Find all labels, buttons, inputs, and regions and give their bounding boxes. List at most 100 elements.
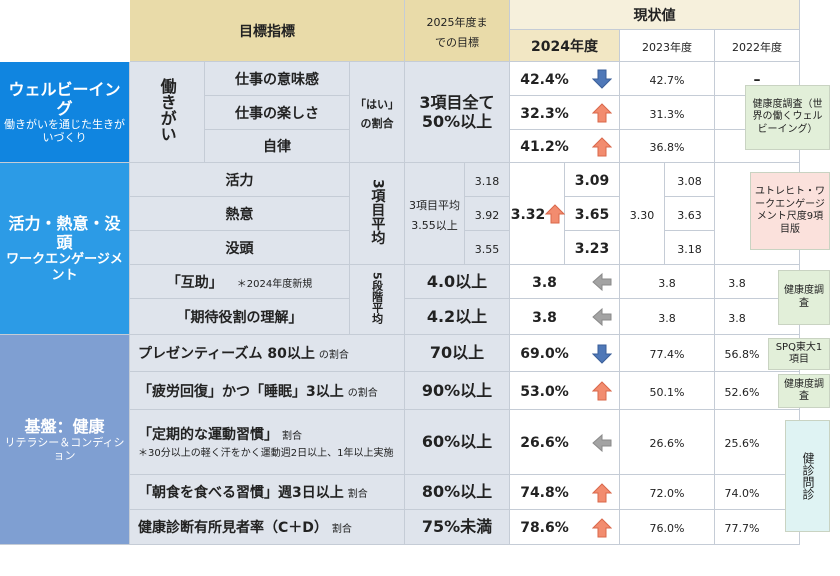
cell-content: 80%以上 <box>405 482 509 501</box>
text: ＊2024年度新規 <box>236 278 313 290</box>
text: 割合 <box>331 524 352 536</box>
item-target: 3.92 <box>465 197 510 231</box>
value-2024: 3.23 <box>565 231 620 265</box>
cell-content: プレゼンティーズム 80以上 の割合 <box>138 343 404 363</box>
text: 3項目全て50%以上 <box>419 92 495 131</box>
cell-content: 32.3% <box>510 103 579 123</box>
header-cell: 目標指標 <box>130 0 405 62</box>
cell-content: 「期待役割の理解」 <box>130 307 349 327</box>
value-2023: 42.7% <box>620 62 715 96</box>
cell-content: 活力・熱意・没頭 ワークエンゲージメント <box>4 214 125 284</box>
row-label: 活力 <box>130 163 350 197</box>
cell-content: 5段階平均 <box>350 272 404 328</box>
text: 25.6% <box>724 437 760 451</box>
cell-content: 77.7% <box>715 517 769 536</box>
trend-arrow <box>592 136 612 156</box>
year-header: 2023年度 <box>620 30 715 62</box>
cell-content: 4.0以上 <box>405 272 509 291</box>
value-2024: 3.65 <box>565 197 620 231</box>
text: 3.8 <box>658 311 676 325</box>
text: 90%以上 <box>421 380 493 400</box>
text: 3項目平均 <box>369 178 386 245</box>
cell-content: 26.6% <box>620 432 714 451</box>
header-cell: 現状値 <box>510 0 800 30</box>
text: 2022年度 <box>732 40 782 54</box>
text: 3.32 <box>510 206 546 223</box>
text: 3.65 <box>574 206 610 223</box>
text: 53.0% <box>520 383 569 400</box>
cell-content: 69.0% <box>510 343 579 363</box>
text: – <box>753 71 761 88</box>
measure: 「はい」の割合 <box>350 62 405 163</box>
cell-content: 3.18 <box>465 170 509 189</box>
cell-content: 90%以上 <box>405 381 509 400</box>
cell-content: 50.1% <box>620 381 714 400</box>
note-box: 健診問診 <box>785 420 830 532</box>
cell-content: 「互助」 ＊2024年度新規 <box>130 272 349 292</box>
text: 3.92 <box>474 208 500 222</box>
target: 4.2以上 <box>405 299 510 335</box>
text: 42.7% <box>649 73 685 87</box>
text: 3.23 <box>574 240 610 257</box>
cell-content: 56.8% <box>715 343 769 362</box>
row-label: 「互助」 ＊2024年度新規 <box>130 265 350 299</box>
cell-content: 72.0% <box>620 482 714 501</box>
text: 3.8 <box>532 309 557 326</box>
target: 3項目全て50%以上 <box>405 62 510 163</box>
cell-content: 熱意 <box>130 204 349 224</box>
text: 没頭 <box>225 240 254 257</box>
trend-arrow <box>592 482 612 502</box>
value-2024: 53.0% <box>510 372 620 410</box>
text: 41.2% <box>520 139 569 156</box>
text: 3.08 <box>677 174 702 188</box>
text: 3.55 <box>474 242 500 256</box>
cell-content: 3.8 <box>620 272 714 291</box>
text: 56.8% <box>724 348 760 362</box>
row-label: 熱意 <box>130 197 350 231</box>
text: 2023年度 <box>642 40 692 54</box>
note-box: ユトレヒト・ワークエンゲージメント尺度9項目版 <box>750 172 830 250</box>
cell-content: 3.55 <box>465 238 509 257</box>
text: 60%以上 <box>421 432 493 452</box>
text: 3.30 <box>629 208 655 222</box>
text: ワークエンゲージメント <box>6 252 123 283</box>
cell-content: 42.4% <box>510 69 579 89</box>
trend-arrow <box>592 433 612 452</box>
header-cell: 2025年度までの目標 <box>405 0 510 62</box>
text: 77.7% <box>724 522 760 536</box>
section-title: ウェルビーイング 働きがいを通じた生きがいづくり <box>0 62 130 163</box>
item-target: 3.18 <box>465 163 510 197</box>
text: リテラシー＆コンディション <box>4 435 125 463</box>
cell-content: 3.32 <box>510 204 546 224</box>
cell-content: 52.6% <box>715 381 769 400</box>
text: 36.8% <box>649 141 685 155</box>
cell-content: 25.6% <box>715 432 769 451</box>
trend-arrow <box>592 344 612 364</box>
cell-content: 78.6% <box>510 517 579 537</box>
text: 76.0% <box>649 522 685 536</box>
note-box: 健康度調査 <box>778 374 830 408</box>
text: 31.3% <box>649 107 685 121</box>
cell-content: 26.6% <box>510 432 579 452</box>
text: 42.4% <box>520 71 569 88</box>
cell-content: 3項目平均3.55以上 <box>409 194 460 232</box>
text: 78.6% <box>520 520 569 537</box>
cell-content: 3.23 <box>565 238 619 258</box>
text: 基盤：健康 <box>24 416 105 436</box>
trend-arrow <box>592 517 612 537</box>
row-label: 健康診断有所見者率（C＋D） 割合 <box>130 510 405 545</box>
cell-content: 53.0% <box>510 381 579 401</box>
text: 健康診断有所見者率（C＋D） <box>138 520 328 537</box>
measure: 3項目平均 <box>350 163 405 265</box>
cell-content: 3.8 <box>510 272 579 292</box>
section-title: 基盤：健康 リテラシー＆コンディション <box>0 335 130 545</box>
row-label: 「定期的な運動習慣」 割合 ＊30分以上の軽く汗をかく運動週2日以上、1年以上実施 <box>130 410 405 475</box>
cell-content: 2024年度 <box>510 36 619 56</box>
target: 3項目平均3.55以上 <box>405 163 465 265</box>
note-text: 健診問診 <box>801 452 815 500</box>
text: 80%以上 <box>421 482 493 502</box>
cell-content: 「定期的な運動習慣」 割合 ＊30分以上の軽く汗をかく運動週2日以上、1年以上実施 <box>138 424 404 460</box>
text: ウェルビーイング <box>8 79 121 118</box>
text: 「期待役割の理解」 <box>176 309 303 326</box>
